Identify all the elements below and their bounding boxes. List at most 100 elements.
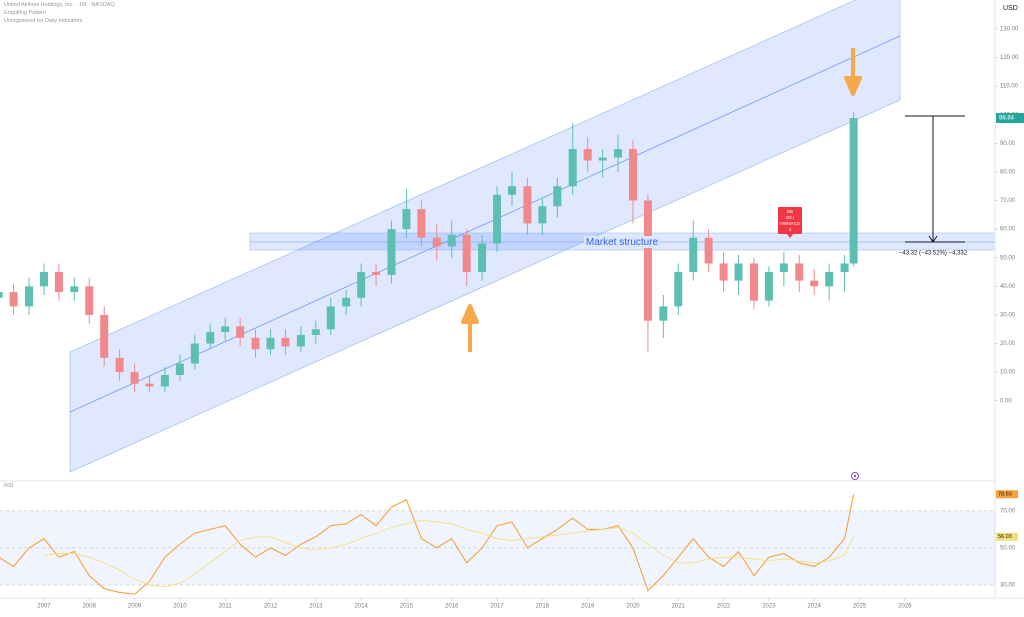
currency: USD — [1003, 5, 1018, 12]
zone-label: Market structure — [586, 237, 659, 248]
event-icon — [851, 472, 859, 480]
x-tick-label: 2015 — [400, 604, 414, 610]
candle-body — [266, 337, 275, 350]
candle-body — [372, 272, 381, 275]
rsi-tag: 56.03 — [998, 534, 1012, 540]
y-tick-label: 90.00 — [1000, 141, 1016, 147]
candle-body — [85, 286, 94, 315]
rsi-pane — [0, 494, 995, 595]
rsi-title: RSI — [4, 483, 14, 489]
x-tick-label: 2014 — [354, 604, 368, 610]
measure-head — [928, 235, 938, 243]
x-tick-label: 2019 — [581, 604, 595, 610]
x-tick-label: 2018 — [536, 604, 550, 610]
candle-body — [704, 237, 713, 264]
rsi-line — [0, 494, 855, 595]
candle-body — [628, 149, 637, 201]
x-tick-label: 2023 — [762, 604, 776, 610]
x-tick-label: 2008 — [83, 604, 97, 610]
header-indicator: Engulfing Pattern — [4, 10, 46, 16]
x-tick-label: 2007 — [37, 604, 51, 610]
candle-body — [643, 200, 652, 321]
candle-body — [281, 337, 290, 347]
candle-body — [779, 263, 788, 273]
candle-body — [39, 272, 48, 287]
x-tick-label: 2026 — [898, 604, 912, 610]
candle-body — [462, 234, 471, 273]
rsi-tag-bg — [996, 532, 1018, 541]
event-dot — [853, 474, 857, 478]
signal-line: BB — [787, 209, 793, 214]
rsi-band — [0, 510, 995, 586]
candle-body — [175, 363, 184, 376]
candle-body — [296, 334, 305, 347]
candle-body — [478, 243, 487, 273]
candle-body — [130, 372, 139, 384]
candle-body — [402, 209, 411, 230]
candle-body — [507, 186, 516, 195]
candle-body — [795, 263, 804, 281]
candle-body — [583, 149, 592, 161]
candle-body — [326, 306, 335, 330]
candle-body — [417, 209, 426, 238]
candle-body — [54, 272, 63, 293]
candle-body — [849, 118, 858, 264]
rsi-tag-bg — [996, 490, 1018, 499]
candle-body — [145, 383, 154, 387]
candle-body — [0, 292, 3, 298]
y-tick-label: 110.00 — [1000, 84, 1019, 90]
y-tick-label: 60.00 — [1000, 227, 1016, 233]
candle-body — [115, 357, 124, 373]
candle-body — [734, 263, 743, 281]
header-indicator: Unregistered for Daily Indicators — [4, 18, 83, 24]
candle-body — [553, 186, 562, 207]
candle-body — [493, 194, 502, 244]
x-tick-label: 2013 — [309, 604, 323, 610]
candle-body — [810, 280, 819, 287]
candle-body — [236, 326, 245, 338]
y-tick-label: 20.00 — [1000, 341, 1016, 347]
candle-body — [825, 272, 834, 287]
candle-body — [764, 272, 773, 301]
candle-body — [387, 229, 396, 275]
overlay: Market structure −43.32 (−43.52%) −4,332… — [461, 48, 968, 480]
axes: 0.00 10.00 20.00 30.00 40.00 50.00 60.00 70.00 8… — [37, 26, 1024, 610]
up-arrow — [461, 304, 479, 352]
x-tick-label: 2012 — [264, 604, 278, 610]
candle-body — [9, 292, 18, 307]
x-tick-label: 2011 — [219, 604, 233, 610]
candle-body — [598, 157, 607, 161]
y-tick-label: 30.00 — [1000, 313, 1016, 319]
signal-line: DCI — [786, 215, 794, 220]
candle-body — [689, 237, 698, 273]
channel-midline — [69, 35, 901, 413]
y-tick-label: 130.00 — [1000, 26, 1019, 32]
candle-body — [311, 329, 320, 335]
candle-body — [221, 326, 230, 333]
x-tick-label: 2009 — [128, 604, 142, 610]
candles — [0, 111, 858, 393]
candle-body — [659, 306, 668, 321]
candle-body — [251, 337, 260, 350]
y-tick-label: 0.00 — [1000, 398, 1012, 404]
y-tick-label: 80.00 — [1000, 169, 1016, 175]
candle-body — [190, 343, 199, 364]
x-tick-label: 2010 — [173, 604, 187, 610]
candle-body — [568, 149, 577, 187]
rsi-tick-label: 70.00 — [1000, 508, 1016, 514]
candle-body — [719, 263, 728, 281]
x-tick-label: 2024 — [808, 604, 822, 610]
signal-line: 3 — [789, 227, 792, 232]
candle-body — [342, 297, 351, 307]
price-tag-bg — [996, 113, 1024, 124]
y-tick-label: 40.00 — [1000, 284, 1016, 290]
x-tick-label: 2025 — [853, 604, 867, 610]
candle-body — [674, 272, 683, 307]
signal-pointer — [787, 234, 793, 238]
candle-body — [749, 263, 758, 301]
x-tick-label: 2021 — [672, 604, 686, 610]
candle-body — [100, 314, 109, 358]
x-tick-label: 2017 — [490, 604, 504, 610]
